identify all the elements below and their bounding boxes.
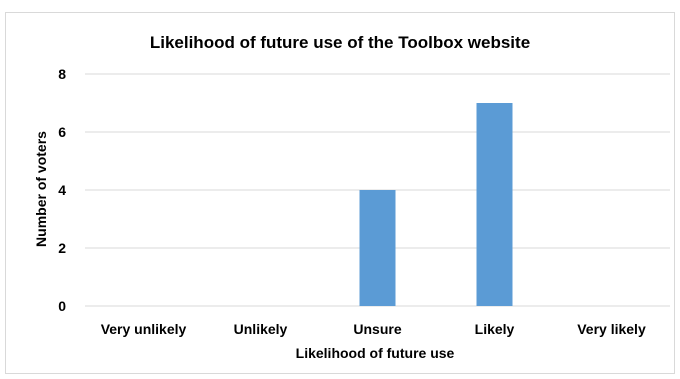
- y-tick-label: 0: [58, 298, 66, 314]
- y-axis-ticks: 0 2 4 6 8: [58, 66, 66, 314]
- y-tick-label: 6: [58, 124, 66, 140]
- chart-title: Likelihood of future use of the Toolbox …: [150, 33, 530, 52]
- x-tick-label: Very likely: [577, 321, 646, 337]
- x-tick-label: Very unlikely: [101, 321, 187, 337]
- x-axis-label: Likelihood of future use: [296, 345, 455, 361]
- x-tick-label: Likely: [475, 321, 515, 337]
- y-tick-label: 8: [58, 66, 66, 82]
- x-axis-ticks: Very unlikely Unlikely Unsure Likely Very li…: [101, 321, 646, 337]
- y-tick-label: 4: [58, 182, 66, 198]
- bar-likely: [476, 103, 513, 306]
- y-axis-label: Number of voters: [33, 131, 49, 247]
- bar-unsure: [359, 190, 396, 306]
- bars: [359, 103, 513, 306]
- x-tick-label: Unsure: [353, 321, 401, 337]
- y-tick-label: 2: [58, 240, 66, 256]
- x-tick-label: Unlikely: [234, 321, 288, 337]
- chart-frame: [5, 12, 675, 374]
